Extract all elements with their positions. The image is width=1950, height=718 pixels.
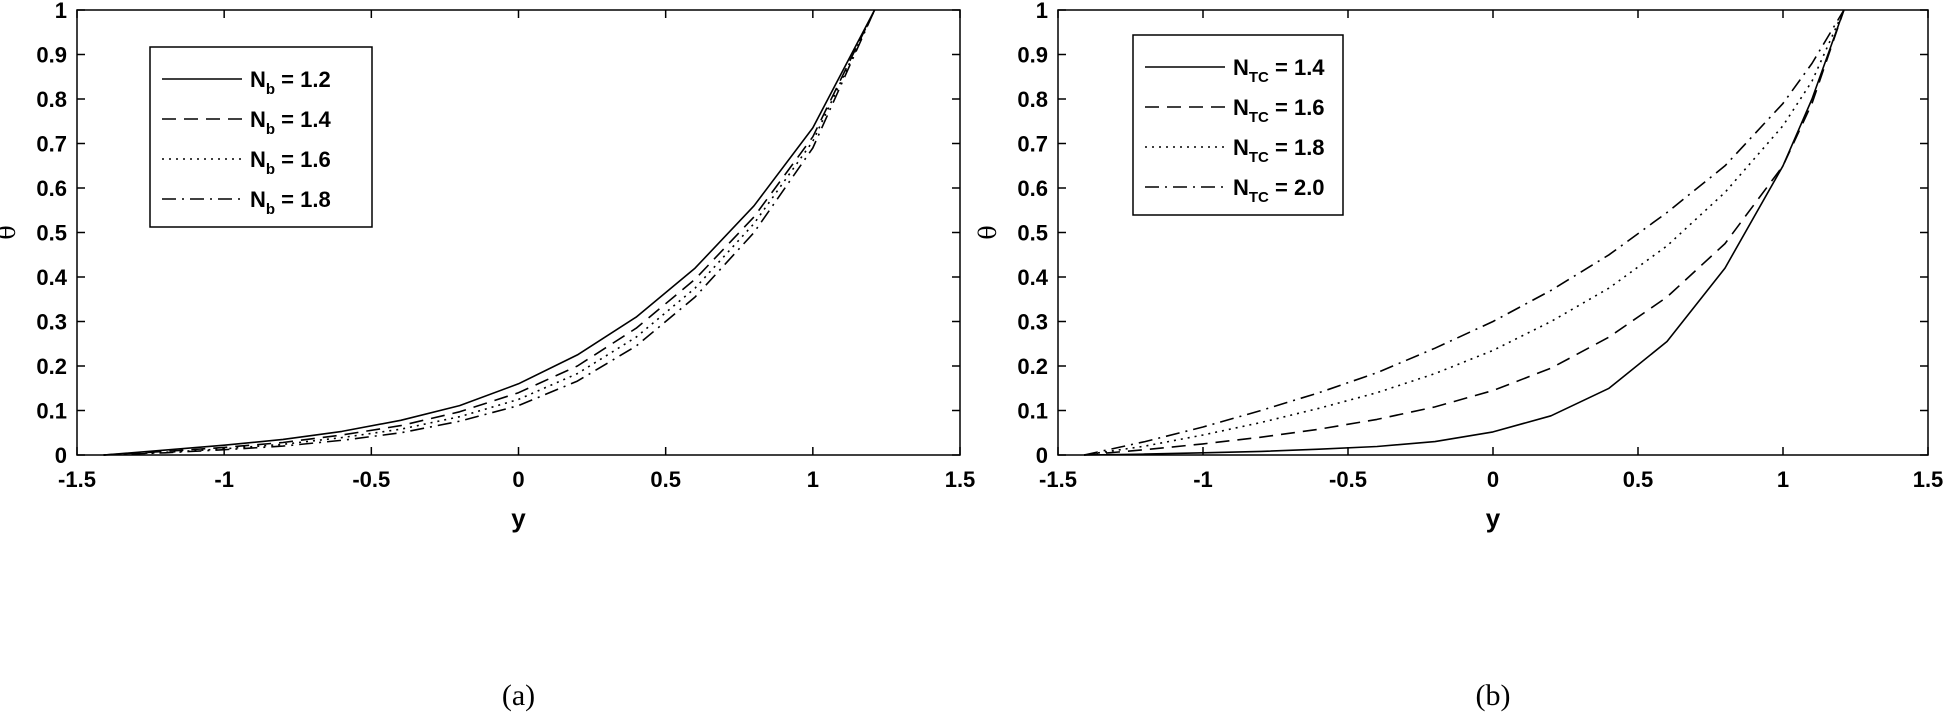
legend-value: = 1.8 — [275, 187, 331, 212]
series-line — [1083, 9, 1845, 456]
legend-main: N — [1233, 175, 1249, 200]
y-tick-label: 0.5 — [1017, 221, 1048, 246]
series-line — [1084, 9, 1845, 456]
y-tick-label: 0 — [55, 443, 67, 468]
y-tick-label: 0.8 — [1017, 87, 1048, 112]
x-tick-label: 0 — [512, 467, 524, 492]
legend-entry: Nb = 1.4 — [250, 107, 331, 138]
y-tick-label: 0.2 — [1017, 354, 1048, 379]
legend-entry: Nb = 1.6 — [250, 147, 331, 178]
y-tick-label: 0.7 — [1017, 132, 1048, 157]
panel-caption: (a) — [502, 679, 535, 712]
x-tick-label: 1 — [1777, 467, 1789, 492]
legend-box — [1132, 34, 1344, 216]
legend-main: N — [250, 67, 266, 92]
panel-caption: (b) — [1476, 679, 1511, 712]
legend: Nb = 1.2Nb = 1.4Nb = 1.6Nb = 1.8 — [149, 46, 373, 228]
y-tick-label: 0.9 — [36, 43, 67, 68]
legend-entry: Nb = 1.2 — [250, 67, 331, 98]
x-tick-label: 0.5 — [650, 467, 681, 492]
y-tick-label: 0.1 — [36, 399, 67, 424]
y-tick-label: 0.3 — [1017, 310, 1048, 335]
legend-main: N — [250, 147, 266, 172]
y-tick-label: 0.4 — [1017, 265, 1048, 290]
y-tick-label: 0.4 — [36, 265, 67, 290]
legend-subscript: b — [266, 161, 275, 178]
legend-main: N — [1233, 55, 1249, 80]
legend-subscript: b — [266, 121, 275, 138]
x-tick-label: -1.5 — [1039, 467, 1077, 492]
legend-value: = 2.0 — [1269, 175, 1325, 200]
x-tick-label: -1 — [214, 467, 234, 492]
chart-panel-b: -1.5 -1 -0.5 0 0.5 1 1.5 0 0.1 0.2 0.3 0.4 0.5 0.6 0.7… — [974, 0, 1943, 712]
x-tick-label: 1.5 — [945, 467, 976, 492]
x-tick-label: 1.5 — [1913, 467, 1944, 492]
legend-subscript: TC — [1249, 109, 1269, 126]
legend-value: = 1.6 — [275, 147, 331, 172]
series-line — [103, 9, 876, 456]
legend-entry: NTC = 1.8 — [1233, 135, 1325, 166]
x-tick-label: -0.5 — [352, 467, 390, 492]
legend-main: N — [1233, 95, 1249, 120]
x-tick-label: -1 — [1193, 467, 1213, 492]
y-tick-label: 0.6 — [1017, 176, 1048, 201]
y-axis-label: θ — [0, 225, 21, 239]
series-line — [1083, 9, 1845, 456]
legend-value: = 1.4 — [275, 107, 331, 132]
series-line — [103, 9, 876, 456]
y-tick-label: 0.7 — [36, 132, 67, 157]
x-axis-label: y — [511, 503, 526, 533]
y-tick-label: 1 — [1036, 0, 1048, 23]
y-tick-label: 0.5 — [36, 221, 67, 246]
legend-value: = 1.8 — [1269, 135, 1325, 160]
legend-box — [149, 46, 373, 228]
legend-main: N — [250, 187, 266, 212]
legend-value: = 1.2 — [275, 67, 331, 92]
y-tick-label: 1 — [55, 0, 67, 23]
legend-subscript: TC — [1249, 69, 1269, 86]
x-tick-label: 0.5 — [1623, 467, 1654, 492]
y-tick-label: 0.8 — [36, 87, 67, 112]
legend-subscript: b — [266, 81, 275, 98]
legend-subscript: TC — [1249, 149, 1269, 166]
legend-entry: NTC = 2.0 — [1233, 175, 1325, 206]
legend-entry: NTC = 1.4 — [1233, 55, 1325, 86]
legend-subscript: b — [266, 201, 275, 218]
x-axis-label: y — [1486, 503, 1501, 533]
legend-main: N — [250, 107, 266, 132]
legend-value: = 1.6 — [1269, 95, 1325, 120]
legend-main: N — [1233, 135, 1249, 160]
y-tick-label: 0 — [1036, 443, 1048, 468]
x-tick-label: 0 — [1487, 467, 1499, 492]
chart-panel-a: -1.5 -1 -0.5 0 0.5 1 1.5 0 0.1 0.2 0.3 0.4 0.5 0.6 0.7… — [0, 0, 975, 712]
legend-value: = 1.4 — [1269, 55, 1325, 80]
y-tick-label: 0.1 — [1017, 399, 1048, 424]
series-line — [1084, 9, 1845, 456]
legend-entry: Nb = 1.8 — [250, 187, 331, 218]
x-tick-label: -0.5 — [1329, 467, 1367, 492]
y-axis-label: θ — [974, 225, 1002, 239]
x-tick-label: -1.5 — [58, 467, 96, 492]
y-tick-label: 0.9 — [1017, 43, 1048, 68]
y-tick-label: 0.3 — [36, 310, 67, 335]
y-tick-label: 0.2 — [36, 354, 67, 379]
x-tick-label: 1 — [807, 467, 819, 492]
legend-subscript: TC — [1249, 189, 1269, 206]
legend-entry: NTC = 1.6 — [1233, 95, 1325, 126]
y-tick-label: 0.6 — [36, 176, 67, 201]
